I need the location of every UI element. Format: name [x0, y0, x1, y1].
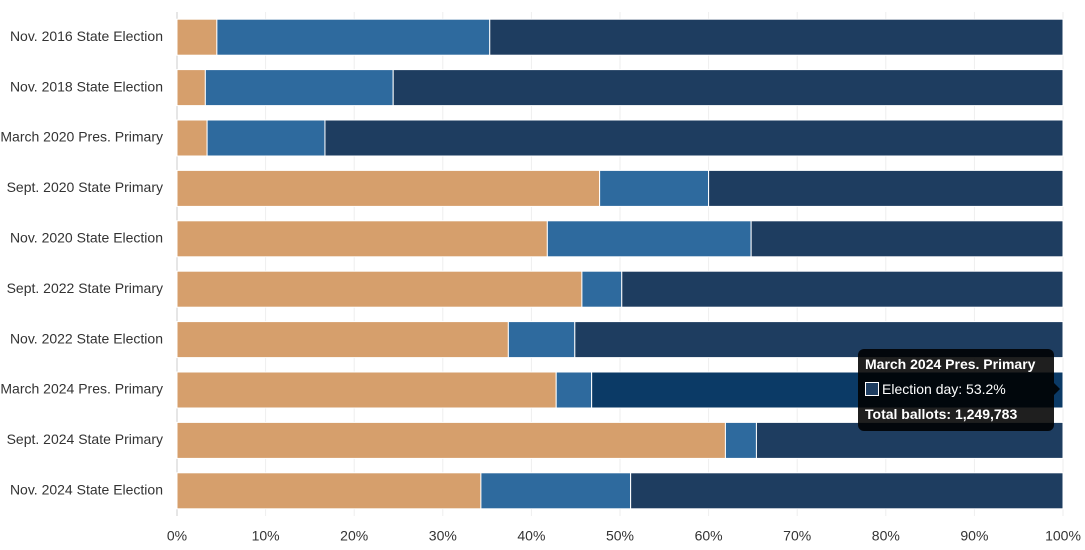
bar-segment: [599, 169, 710, 207]
x-tick-label: 30%: [429, 528, 457, 544]
bar-segment: [750, 220, 1064, 258]
bar-segment: [176, 270, 583, 308]
bar-segment: [176, 421, 726, 459]
bar-segment: [621, 270, 1064, 308]
bar-segment: [176, 371, 557, 409]
y-tick-label: March 2024 Pres. Primary: [0, 381, 163, 397]
bar-segment: [555, 371, 593, 409]
x-tick-label: 20%: [340, 528, 368, 544]
y-tick-label: Nov. 2024 State Election: [10, 482, 163, 498]
tooltip-swatch: [865, 382, 879, 396]
x-tick-label: 0%: [167, 528, 187, 544]
bar-segment: [546, 220, 752, 258]
bar-segment: [581, 270, 623, 308]
bar-segment: [324, 119, 1064, 157]
y-tick-label: Sept. 2020 State Primary: [7, 179, 163, 195]
bar-segment: [204, 69, 394, 107]
bar-segment: [176, 119, 208, 157]
bar-segment: [176, 220, 548, 258]
bar-segment: [216, 18, 491, 56]
y-tick-label: Nov. 2016 State Election: [10, 28, 163, 44]
bar-segment: [176, 472, 482, 510]
bar-segment: [206, 119, 326, 157]
x-tick-label: 50%: [606, 528, 634, 544]
bar-segment: [724, 421, 757, 459]
y-tick-label: Sept. 2024 State Primary: [7, 431, 163, 447]
x-tick-label: 60%: [695, 528, 723, 544]
y-tick-label: Nov. 2020 State Election: [10, 230, 163, 246]
bar-segment: [176, 169, 601, 207]
y-tick-label: Nov. 2018 State Election: [10, 78, 163, 94]
bar-segment: [176, 321, 509, 359]
bar-segment: [708, 169, 1064, 207]
x-tick-label: 100%: [1045, 528, 1081, 544]
x-tick-label: 70%: [783, 528, 811, 544]
bar-segment: [630, 472, 1064, 510]
tooltip-total: Total ballots: 1,249,783: [865, 406, 1018, 422]
y-tick-label: Nov. 2022 State Election: [10, 330, 163, 346]
x-tick-label: 90%: [960, 528, 988, 544]
x-tick-label: 10%: [252, 528, 280, 544]
bar-segment: [489, 18, 1064, 56]
tooltip-row: Election day: 53.2%: [865, 380, 1047, 405]
x-tick-label: 80%: [872, 528, 900, 544]
bar-segment: [480, 472, 632, 510]
bar-segment: [176, 69, 206, 107]
tooltip-title: March 2024 Pres. Primary: [865, 356, 1036, 372]
bar-segment: [176, 18, 218, 56]
y-tick-label: March 2020 Pres. Primary: [0, 129, 163, 145]
x-tick-label: 40%: [517, 528, 545, 544]
y-tick-label: Sept. 2022 State Primary: [7, 280, 163, 296]
bar-segment: [507, 321, 576, 359]
bar-segment: [392, 69, 1064, 107]
tooltip-text: Election day: 53.2%: [882, 381, 1006, 397]
tooltip: March 2024 Pres. Primary Election day: 5…: [858, 349, 1060, 431]
